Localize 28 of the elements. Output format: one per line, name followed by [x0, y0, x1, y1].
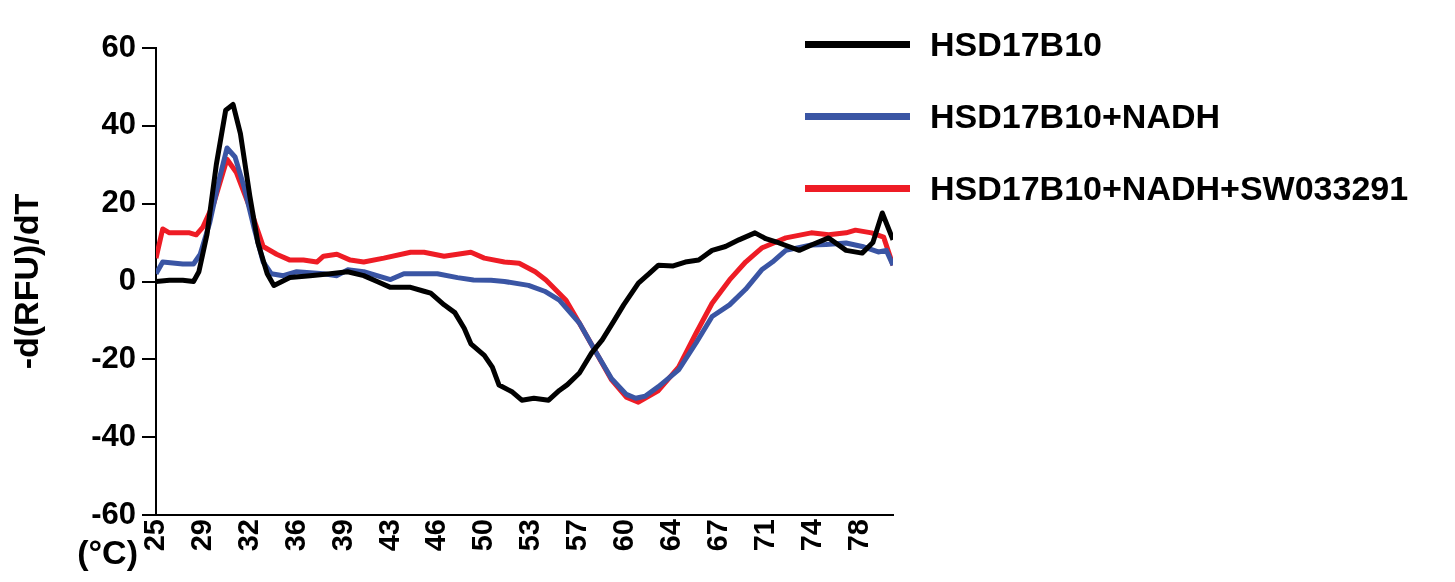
y-tick-label: -40 [91, 417, 136, 453]
x-tick-label: 74 [794, 519, 827, 552]
y-tick-label: 40 [101, 106, 136, 142]
x-tick-label: 46 [419, 519, 452, 552]
x-tick-label: 78 [841, 519, 874, 552]
y-tick-label: -20 [91, 339, 136, 375]
y-tick-label: -60 [91, 495, 136, 531]
x-tick-label: 29 [184, 519, 217, 552]
x-tick-label: 71 [747, 519, 780, 552]
y-tick-label: 20 [101, 184, 136, 220]
x-tick-label: 53 [513, 519, 546, 552]
x-tick-label: 64 [653, 519, 686, 552]
y-tick-label: 0 [118, 262, 136, 298]
x-axis-title: (°C) [77, 533, 138, 572]
x-tick-label: 57 [560, 519, 593, 552]
legend-label: HSD17B10+NADH+SW033291 [930, 168, 1409, 208]
x-tick-label: 60 [607, 519, 639, 552]
x-tick-label: 43 [372, 519, 405, 552]
x-tick-label: 67 [700, 519, 733, 552]
legend-label: HSD17B10 [930, 24, 1102, 64]
y-tick-label: 60 [101, 28, 136, 64]
x-tick-label: 36 [278, 519, 311, 552]
x-tick-label: 39 [325, 519, 358, 552]
y-axis-title: -d(RFU)/dT [6, 193, 45, 370]
x-tick-label: 32 [231, 519, 264, 552]
x-tick-label: 50 [466, 519, 499, 552]
x-tick-label: 25 [138, 519, 170, 552]
legend-label: HSD17B10+NADH [930, 96, 1221, 136]
